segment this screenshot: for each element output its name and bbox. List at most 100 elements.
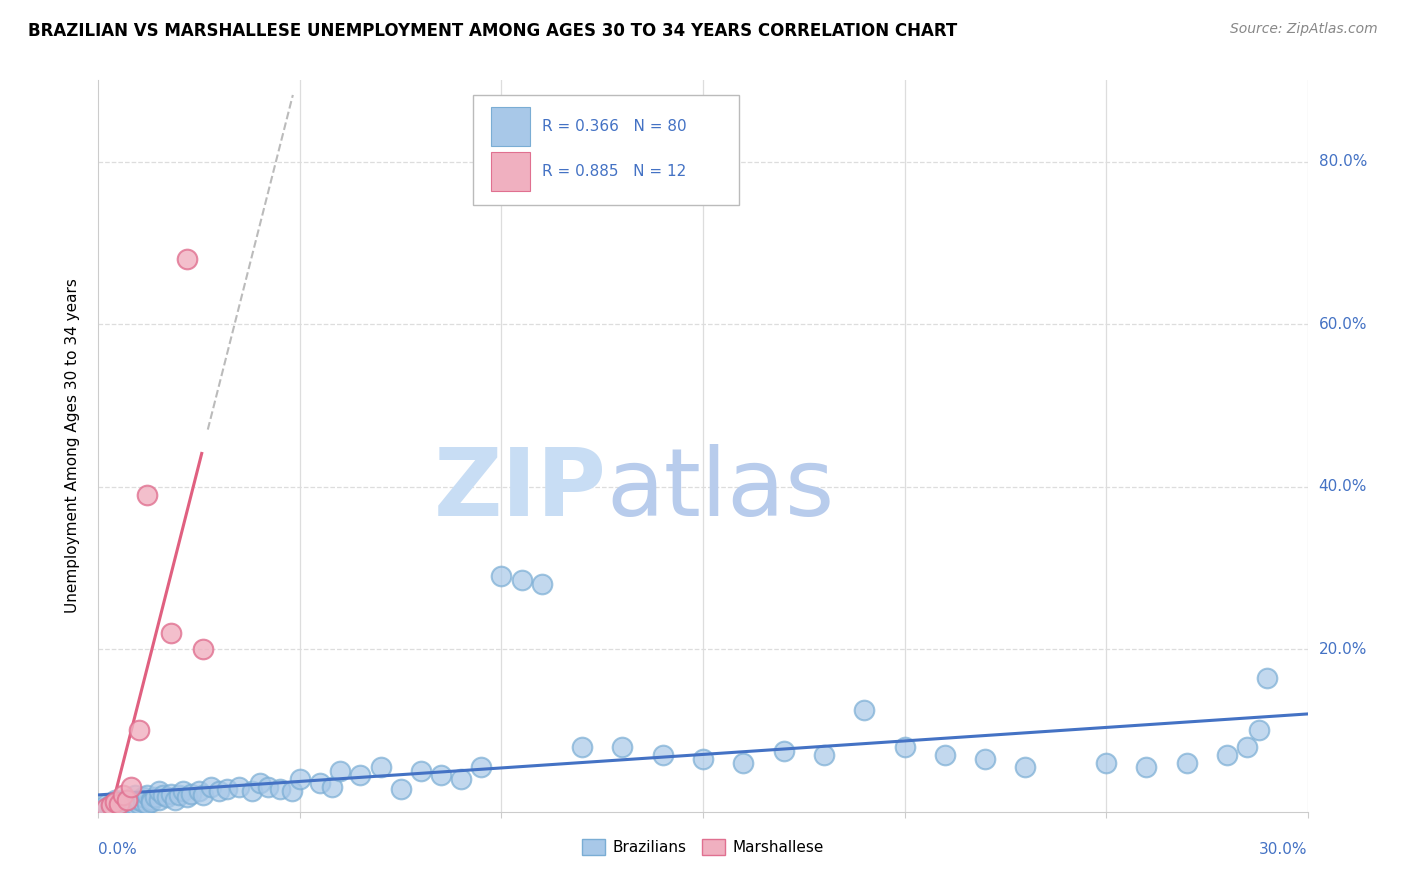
Point <box>200 780 222 795</box>
Point <box>853 703 876 717</box>
Point <box>772 744 794 758</box>
Point <box>733 756 755 770</box>
Point <box>172 784 194 798</box>
Point <box>1014 760 1036 774</box>
Point <box>1175 756 1198 770</box>
Point <box>530 577 553 591</box>
Point <box>148 792 170 806</box>
Point <box>228 780 250 795</box>
Point <box>115 798 138 813</box>
Point <box>107 797 129 811</box>
Point <box>111 798 134 813</box>
Point <box>281 784 304 798</box>
Point <box>111 789 134 803</box>
Point <box>974 752 997 766</box>
Point <box>651 747 673 762</box>
Point <box>96 800 118 814</box>
Point <box>208 784 231 798</box>
Point <box>135 488 157 502</box>
Point <box>120 780 142 795</box>
Point <box>217 781 239 796</box>
Point <box>1095 756 1118 770</box>
Text: R = 0.366   N = 80: R = 0.366 N = 80 <box>543 119 686 134</box>
Point <box>180 787 202 801</box>
Point <box>96 800 118 814</box>
Point <box>120 792 142 806</box>
Text: 0.0%: 0.0% <box>98 842 138 857</box>
Point <box>430 768 453 782</box>
Point <box>91 800 114 814</box>
Point <box>148 784 170 798</box>
Point <box>100 800 122 814</box>
Point <box>450 772 472 787</box>
Point <box>139 792 162 806</box>
Text: 80.0%: 80.0% <box>1319 154 1367 169</box>
Text: atlas: atlas <box>606 444 835 536</box>
Point <box>115 792 138 806</box>
Point <box>612 739 634 754</box>
Point <box>100 798 122 813</box>
Point <box>167 789 190 803</box>
Point <box>176 790 198 805</box>
Text: 30.0%: 30.0% <box>1260 842 1308 857</box>
Text: 60.0%: 60.0% <box>1319 317 1367 332</box>
Point <box>571 739 593 754</box>
Point <box>470 760 492 774</box>
Point <box>370 760 392 774</box>
Point <box>1216 747 1239 762</box>
Point <box>1135 760 1157 774</box>
Legend: Brazilians, Marshallese: Brazilians, Marshallese <box>582 839 824 855</box>
Point <box>135 797 157 811</box>
Point <box>813 747 835 762</box>
Point <box>510 573 533 587</box>
Point <box>240 784 263 798</box>
Point <box>124 789 146 803</box>
Point <box>135 789 157 803</box>
Point <box>103 795 125 809</box>
Point <box>329 764 352 778</box>
FancyBboxPatch shape <box>492 152 530 192</box>
Y-axis label: Unemployment Among Ages 30 to 34 years: Unemployment Among Ages 30 to 34 years <box>65 278 80 614</box>
Point <box>128 723 150 738</box>
Text: 40.0%: 40.0% <box>1319 479 1367 494</box>
Point <box>692 752 714 766</box>
Point <box>1256 671 1278 685</box>
Point <box>160 787 183 801</box>
Point <box>249 776 271 790</box>
Point <box>139 795 162 809</box>
Point <box>156 790 179 805</box>
Point <box>128 792 150 806</box>
Point <box>934 747 956 762</box>
Text: 20.0%: 20.0% <box>1319 641 1367 657</box>
FancyBboxPatch shape <box>492 107 530 146</box>
Text: BRAZILIAN VS MARSHALLESE UNEMPLOYMENT AMONG AGES 30 TO 34 YEARS CORRELATION CHAR: BRAZILIAN VS MARSHALLESE UNEMPLOYMENT AM… <box>28 22 957 40</box>
Point <box>256 780 278 795</box>
Point <box>128 797 150 811</box>
Point <box>163 792 186 806</box>
Text: ZIP: ZIP <box>433 444 606 536</box>
FancyBboxPatch shape <box>474 95 740 204</box>
Point <box>269 781 291 796</box>
Point <box>349 768 371 782</box>
Point <box>107 798 129 813</box>
Point <box>143 790 166 805</box>
Point <box>491 569 513 583</box>
Point <box>115 797 138 811</box>
Text: R = 0.885   N = 12: R = 0.885 N = 12 <box>543 164 686 179</box>
Point <box>193 789 215 803</box>
Point <box>103 800 125 814</box>
Point <box>893 739 915 754</box>
Text: Source: ZipAtlas.com: Source: ZipAtlas.com <box>1230 22 1378 37</box>
Point <box>152 789 174 803</box>
Point <box>96 797 118 811</box>
Point <box>188 784 211 798</box>
Point <box>124 798 146 813</box>
Point <box>107 797 129 811</box>
Point <box>389 781 412 796</box>
Point <box>120 797 142 811</box>
Point <box>321 780 343 795</box>
Point <box>309 776 332 790</box>
Point <box>100 797 122 811</box>
Point <box>103 792 125 806</box>
Point <box>193 642 215 657</box>
